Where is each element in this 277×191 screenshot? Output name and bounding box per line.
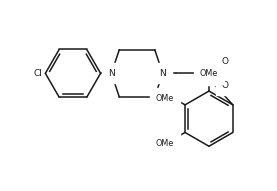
Text: Cl: Cl [34,69,42,78]
Text: OMe: OMe [156,94,174,103]
Text: OMe: OMe [200,69,218,78]
Text: OMe: OMe [156,139,174,148]
Text: O: O [222,81,229,90]
Text: N: N [108,69,115,78]
Text: N: N [159,69,166,78]
Text: O: O [222,57,229,66]
Text: S: S [204,67,212,80]
